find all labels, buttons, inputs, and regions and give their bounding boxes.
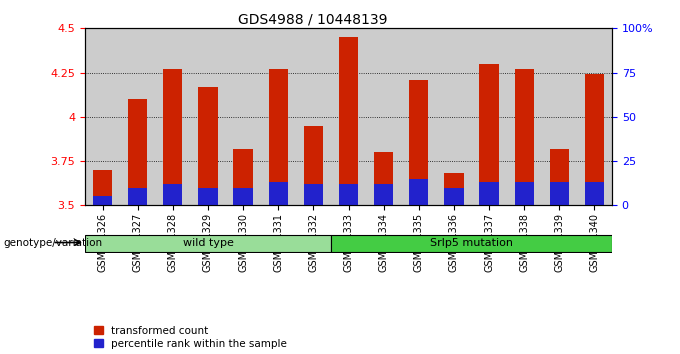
Bar: [585, 182, 604, 205]
Bar: [331, 28, 366, 205]
Bar: [479, 182, 498, 205]
Bar: [120, 28, 155, 205]
Bar: [199, 87, 218, 205]
Bar: [233, 149, 253, 205]
Bar: [128, 188, 148, 205]
Text: GDS4988 / 10448139: GDS4988 / 10448139: [238, 12, 388, 27]
Text: Srlp5 mutation: Srlp5 mutation: [430, 238, 513, 248]
Bar: [296, 28, 331, 205]
Bar: [128, 99, 148, 205]
Bar: [331, 235, 612, 252]
Text: wild type: wild type: [182, 238, 233, 248]
Bar: [585, 74, 604, 205]
Bar: [444, 188, 464, 205]
Bar: [226, 28, 260, 205]
Bar: [233, 188, 253, 205]
Bar: [549, 149, 569, 205]
Bar: [549, 182, 569, 205]
Bar: [163, 184, 182, 205]
Bar: [93, 196, 112, 205]
Bar: [577, 28, 612, 205]
Bar: [85, 235, 331, 252]
Bar: [304, 126, 323, 205]
Bar: [269, 182, 288, 205]
Bar: [515, 182, 534, 205]
Bar: [93, 170, 112, 205]
Bar: [366, 28, 401, 205]
Bar: [374, 152, 393, 205]
Text: genotype/variation: genotype/variation: [3, 238, 103, 248]
Bar: [507, 28, 542, 205]
Bar: [304, 184, 323, 205]
Bar: [374, 184, 393, 205]
Bar: [437, 28, 471, 205]
Legend: transformed count, percentile rank within the sample: transformed count, percentile rank withi…: [94, 326, 287, 349]
Bar: [401, 28, 437, 205]
Bar: [163, 69, 182, 205]
Bar: [155, 28, 190, 205]
Bar: [199, 188, 218, 205]
Bar: [542, 28, 577, 205]
Bar: [339, 184, 358, 205]
Bar: [409, 179, 428, 205]
Bar: [444, 173, 464, 205]
Bar: [339, 37, 358, 205]
Bar: [515, 69, 534, 205]
Bar: [85, 28, 120, 205]
Bar: [269, 69, 288, 205]
Bar: [471, 28, 507, 205]
Bar: [190, 28, 226, 205]
Bar: [409, 80, 428, 205]
Bar: [260, 28, 296, 205]
Bar: [479, 64, 498, 205]
